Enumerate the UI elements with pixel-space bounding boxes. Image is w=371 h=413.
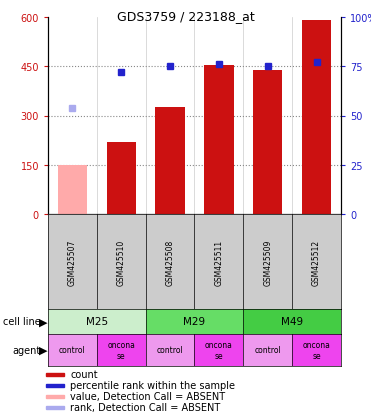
Text: M49: M49 [281, 317, 303, 327]
Bar [97, 334, 146, 366]
Text: oncona
se: oncona se [205, 340, 233, 360]
Text: GSM425508: GSM425508 [165, 239, 175, 285]
Text: M29: M29 [183, 317, 206, 327]
Bar [146, 334, 194, 366]
Bar [253, 71, 282, 214]
Text: count: count [70, 369, 98, 380]
Text: rank, Detection Call = ABSENT: rank, Detection Call = ABSENT [70, 402, 221, 412]
Text: cell line: cell line [3, 317, 41, 327]
Text: GSM425512: GSM425512 [312, 239, 321, 285]
Bar [46, 384, 64, 387]
Bar [48, 334, 97, 366]
Text: oncona
se: oncona se [303, 340, 331, 360]
Bar [204, 65, 234, 214]
Text: control: control [157, 346, 183, 355]
Text: GSM425510: GSM425510 [117, 239, 126, 285]
Bar [46, 373, 64, 376]
Bar [48, 309, 146, 334]
Text: GSM425509: GSM425509 [263, 239, 272, 285]
Text: ▶: ▶ [39, 317, 47, 327]
Text: ▶: ▶ [39, 345, 47, 355]
Text: percentile rank within the sample: percentile rank within the sample [70, 380, 236, 390]
Text: control: control [255, 346, 281, 355]
Bar [155, 108, 185, 214]
Bar [146, 309, 243, 334]
Bar [46, 406, 64, 409]
Text: GSM425511: GSM425511 [214, 239, 223, 285]
Text: agent: agent [13, 345, 41, 355]
Bar [243, 334, 292, 366]
Bar [194, 334, 243, 366]
Text: oncona
se: oncona se [107, 340, 135, 360]
Text: value, Detection Call = ABSENT: value, Detection Call = ABSENT [70, 392, 226, 401]
Text: GSM425507: GSM425507 [68, 239, 77, 285]
Text: M25: M25 [86, 317, 108, 327]
Bar [58, 165, 87, 214]
Text: control: control [59, 346, 86, 355]
Text: GDS3759 / 223188_at: GDS3759 / 223188_at [116, 10, 255, 23]
Bar [46, 394, 64, 398]
Bar [106, 142, 136, 214]
Bar [292, 334, 341, 366]
Bar [302, 21, 331, 214]
Bar [243, 309, 341, 334]
